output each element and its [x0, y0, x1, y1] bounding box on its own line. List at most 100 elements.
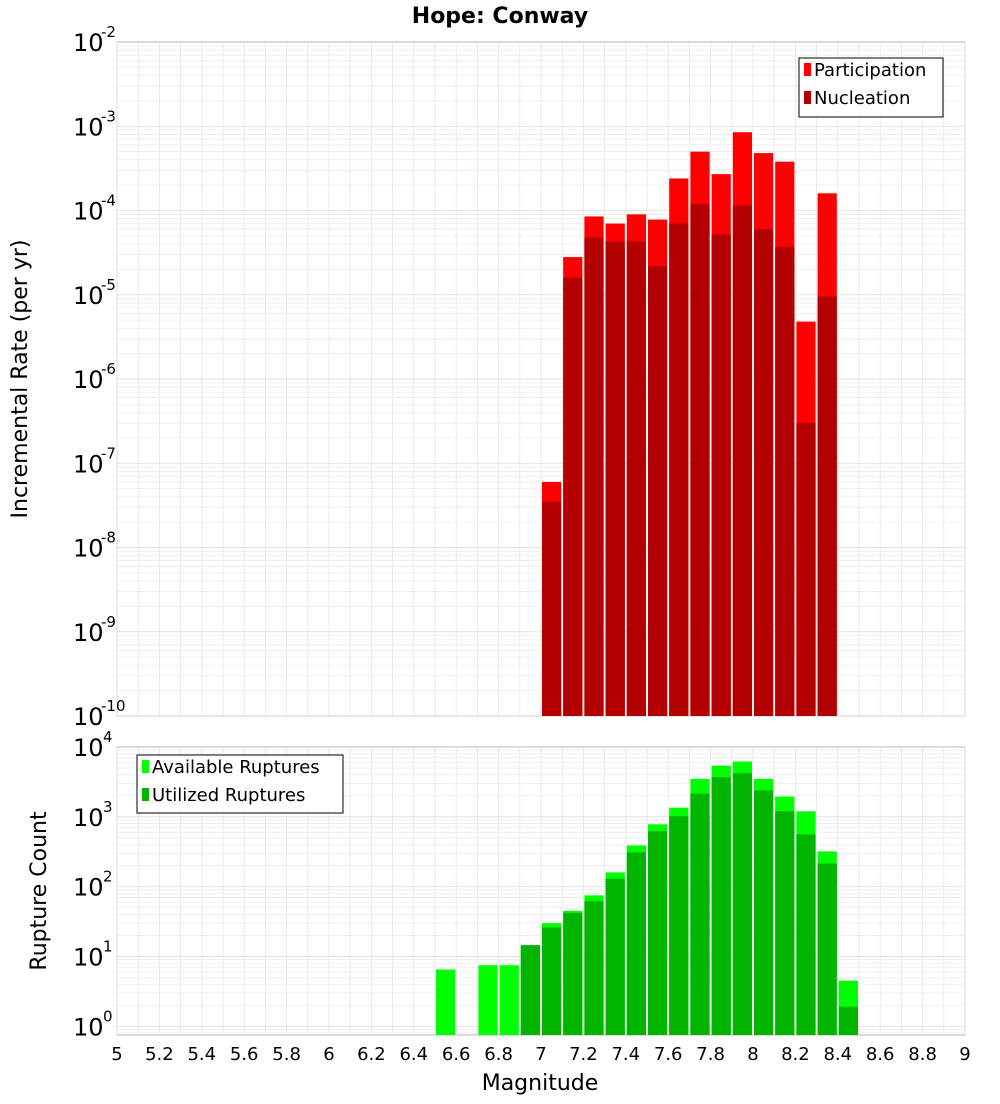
top-bar — [754, 229, 774, 717]
bottom-y-tick-label: 10 — [73, 1013, 104, 1041]
top-bar — [669, 223, 689, 717]
top-y-tick-exponent: -5 — [101, 276, 116, 294]
x-tick-label: 7.8 — [696, 1044, 725, 1065]
bottom-bar — [520, 945, 540, 1035]
x-tick-label: 6.4 — [399, 1044, 428, 1065]
x-tick-label: 6.6 — [442, 1044, 471, 1065]
x-tick-label: 8 — [747, 1044, 758, 1065]
top-legend-swatch — [804, 91, 811, 104]
top-bar — [542, 501, 562, 716]
top-y-tick-exponent: -4 — [101, 192, 116, 210]
top-y-tick-exponent: -8 — [101, 529, 116, 547]
bottom-bar — [542, 927, 562, 1035]
x-tick-label: 5.4 — [187, 1044, 216, 1065]
bottom-y-tick-exponent: 4 — [103, 728, 113, 746]
x-tick-label: 7.6 — [654, 1044, 683, 1065]
top-y-tick-exponent: -2 — [101, 23, 116, 41]
top-y-axis-label: Incremental Rate (per yr) — [8, 240, 33, 519]
bottom-legend-swatch — [142, 788, 149, 801]
bottom-bar — [605, 878, 625, 1035]
x-tick-label: 6 — [323, 1044, 334, 1065]
x-tick-label: 8.2 — [781, 1044, 810, 1065]
x-tick-label: 5.8 — [272, 1044, 301, 1065]
top-legend-label: Nucleation — [814, 88, 910, 109]
bottom-bar — [563, 912, 583, 1035]
x-tick-label: 6.8 — [484, 1044, 513, 1065]
bottom-bar — [796, 834, 816, 1035]
gridlines — [116, 42, 966, 1035]
top-bar — [563, 277, 583, 716]
x-tick-label: 8.6 — [866, 1044, 895, 1065]
bottom-bar — [436, 969, 456, 1035]
bottom-y-tick-label: 10 — [73, 734, 104, 762]
top-y-tick-label: 10 — [73, 619, 104, 647]
bottom-y-tick-exponent: 2 — [103, 868, 113, 886]
x-tick-label: 6.2 — [357, 1044, 386, 1065]
top-y-tick-exponent: -3 — [101, 107, 116, 125]
top-legend-swatch — [804, 63, 811, 76]
top-y-tick-label: 10 — [73, 282, 104, 310]
top-bar — [796, 423, 816, 716]
top-bar — [584, 237, 604, 717]
bottom-bar — [499, 965, 519, 1035]
top-bar — [605, 241, 625, 716]
top-bar — [775, 246, 795, 716]
top-y-tick-label: 10 — [73, 703, 104, 731]
bottom-y-tick-label: 10 — [73, 874, 104, 902]
top-y-tick-label: 10 — [73, 29, 104, 57]
bottom-legend-box — [136, 754, 344, 814]
top-bar — [817, 296, 837, 716]
top-bar — [732, 205, 752, 716]
top-y-tick-exponent: -6 — [101, 360, 116, 378]
bottom-legend-label: Utilized Ruptures — [152, 785, 305, 806]
bottom-y-tick-label: 10 — [73, 943, 104, 971]
bottom-bar — [754, 790, 774, 1035]
bottom-bar — [732, 773, 752, 1035]
bottom-bar — [690, 793, 710, 1035]
top-y-tick-label: 10 — [73, 113, 104, 141]
bottom-bar — [648, 831, 668, 1035]
bottom-bar — [478, 965, 498, 1035]
bottom-y-tick-exponent: 0 — [103, 1007, 113, 1025]
top-bar — [648, 265, 668, 716]
top-y-tick-label: 10 — [73, 198, 104, 226]
bottom-y-tick-exponent: 3 — [103, 798, 113, 816]
x-tick-label: 7.4 — [611, 1044, 640, 1065]
x-tick-label: 8.4 — [823, 1044, 852, 1065]
x-axis-label: Magnitude — [482, 1071, 599, 1096]
bottom-y-tick-exponent: 1 — [103, 937, 113, 955]
bottom-bar — [775, 811, 795, 1035]
bottom-bar — [626, 852, 646, 1035]
bottom-bar — [838, 1006, 858, 1035]
bottom-legend-label: Available Ruptures — [152, 757, 320, 778]
top-legend-label: Participation — [814, 60, 926, 81]
bottom-bar — [669, 816, 689, 1035]
top-bar — [711, 234, 731, 717]
x-tick-label: 5.6 — [230, 1044, 259, 1065]
bottom-bar — [584, 901, 604, 1035]
bottom-y-tick-label: 10 — [73, 804, 104, 832]
bottom-legend-swatch — [142, 760, 149, 773]
bottom-y-axis-label: Rupture Count — [27, 811, 52, 971]
top-y-tick-exponent: -9 — [101, 613, 116, 631]
x-tick-label: 9 — [959, 1044, 970, 1065]
bottom-bar — [817, 863, 837, 1035]
top-legend-box — [798, 57, 944, 118]
bottom-series-1 — [520, 773, 858, 1035]
x-tick-label: 7 — [535, 1044, 546, 1065]
x-tick-label: 8.8 — [908, 1044, 937, 1065]
top-y-tick-label: 10 — [73, 535, 104, 563]
top-y-tick-exponent: -10 — [101, 697, 126, 715]
top-bar — [626, 241, 646, 716]
top-y-tick-exponent: -7 — [101, 444, 116, 462]
top-y-tick-label: 10 — [73, 450, 104, 478]
chart-title: Hope: Conway — [412, 4, 588, 29]
top-series-1 — [542, 203, 837, 717]
x-tick-label: 5 — [111, 1044, 122, 1065]
x-tick-label: 7.2 — [569, 1044, 598, 1065]
top-y-tick-label: 10 — [73, 366, 104, 394]
top-bar — [690, 203, 710, 716]
x-tick-label: 5.2 — [145, 1044, 174, 1065]
